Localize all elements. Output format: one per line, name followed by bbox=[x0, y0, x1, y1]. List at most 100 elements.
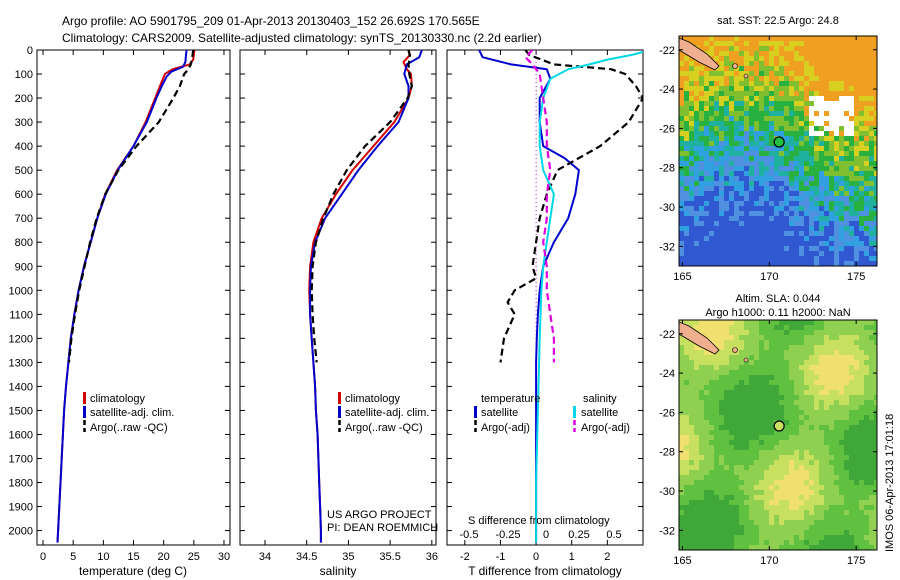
map-cell bbox=[844, 76, 849, 81]
map-cell bbox=[789, 211, 794, 216]
map-cell bbox=[724, 71, 729, 76]
map-cell bbox=[749, 256, 754, 261]
map-cell bbox=[839, 470, 844, 475]
map-cell bbox=[719, 161, 724, 166]
map-cell bbox=[874, 236, 877, 241]
map-cell bbox=[749, 126, 754, 131]
map-cell bbox=[844, 350, 849, 355]
map-cell bbox=[874, 420, 877, 425]
map-cell bbox=[719, 320, 724, 325]
map-cell bbox=[689, 241, 694, 246]
map-cell bbox=[839, 261, 844, 266]
map-cell bbox=[759, 485, 764, 490]
map-cell bbox=[804, 510, 809, 515]
map-cell bbox=[699, 360, 704, 365]
map-cell bbox=[709, 101, 714, 106]
map-cell bbox=[799, 106, 804, 111]
map-cell bbox=[799, 450, 804, 455]
salinity-xlabel: salinity bbox=[320, 564, 357, 578]
map-cell bbox=[754, 191, 759, 196]
map-cell bbox=[854, 390, 859, 395]
map-cell bbox=[844, 380, 849, 385]
map-cell bbox=[844, 196, 849, 201]
map-cell bbox=[784, 325, 789, 330]
map-cell bbox=[804, 390, 809, 395]
map-cell bbox=[844, 91, 849, 96]
map-cell bbox=[849, 380, 854, 385]
y-tick-label: 0 bbox=[27, 45, 33, 57]
map-cell bbox=[824, 465, 829, 470]
map-cell bbox=[759, 76, 764, 81]
map-cell bbox=[724, 201, 729, 206]
map-cell bbox=[809, 370, 814, 375]
map-cell bbox=[814, 360, 819, 365]
legend-label-sal-argo: Argo(-adj) bbox=[581, 422, 630, 434]
map-cell bbox=[739, 86, 744, 91]
map-cell bbox=[829, 221, 834, 226]
map-cell bbox=[874, 365, 877, 370]
map-cell bbox=[839, 380, 844, 385]
map-cell bbox=[774, 181, 779, 186]
map-cell bbox=[769, 41, 774, 46]
map-cell bbox=[849, 425, 854, 430]
map-cell bbox=[764, 375, 769, 380]
map-cell bbox=[779, 360, 784, 365]
map-cell bbox=[744, 370, 749, 375]
map-cell bbox=[839, 36, 844, 41]
map-cell bbox=[819, 206, 824, 211]
map-cell bbox=[769, 156, 774, 161]
map-cell bbox=[684, 126, 689, 131]
map-cell bbox=[819, 56, 824, 61]
map-cell bbox=[729, 375, 734, 380]
map-cell bbox=[844, 51, 849, 56]
map-cell bbox=[814, 520, 819, 525]
map-cell bbox=[859, 395, 864, 400]
map-cell bbox=[844, 166, 849, 171]
map-cell bbox=[699, 206, 704, 211]
map-cell bbox=[779, 61, 784, 66]
map-cell bbox=[829, 71, 834, 76]
map-cell bbox=[799, 330, 804, 335]
map-cell bbox=[769, 61, 774, 66]
map-cell bbox=[719, 246, 724, 251]
map-cell bbox=[869, 530, 874, 535]
map-cell bbox=[864, 171, 869, 176]
map-cell bbox=[694, 61, 699, 66]
map-cell bbox=[854, 176, 859, 181]
map-cell bbox=[804, 171, 809, 176]
map-cell bbox=[859, 525, 864, 530]
map-cell bbox=[809, 490, 814, 495]
map-cell bbox=[789, 46, 794, 51]
map-cell bbox=[679, 181, 684, 186]
map-cell bbox=[679, 445, 684, 450]
island bbox=[732, 63, 738, 69]
map-cell bbox=[729, 400, 734, 405]
x-tick-label: 20 bbox=[158, 551, 170, 563]
map-cell bbox=[809, 171, 814, 176]
map-cell bbox=[744, 121, 749, 126]
map-cell bbox=[779, 340, 784, 345]
map-cell bbox=[804, 340, 809, 345]
map-cell bbox=[779, 325, 784, 330]
map-cell bbox=[794, 91, 799, 96]
map-cell bbox=[734, 206, 739, 211]
map-cell bbox=[819, 211, 824, 216]
map-cell bbox=[709, 400, 714, 405]
map-cell bbox=[729, 325, 734, 330]
map-cell bbox=[824, 520, 829, 525]
map-cell bbox=[774, 440, 779, 445]
map-cell bbox=[734, 540, 739, 545]
map-cell bbox=[794, 545, 799, 550]
map-cell bbox=[694, 525, 699, 530]
map-cell bbox=[769, 480, 774, 485]
map-cell bbox=[819, 505, 824, 510]
map-cell bbox=[829, 370, 834, 375]
map-cell bbox=[734, 530, 739, 535]
map-cell bbox=[869, 131, 874, 136]
map-cell bbox=[739, 196, 744, 201]
map-cell bbox=[769, 325, 774, 330]
map-cell bbox=[844, 320, 849, 325]
map-y-tick-label: -24 bbox=[659, 368, 675, 380]
map-cell bbox=[774, 216, 779, 221]
map-cell bbox=[794, 51, 799, 56]
